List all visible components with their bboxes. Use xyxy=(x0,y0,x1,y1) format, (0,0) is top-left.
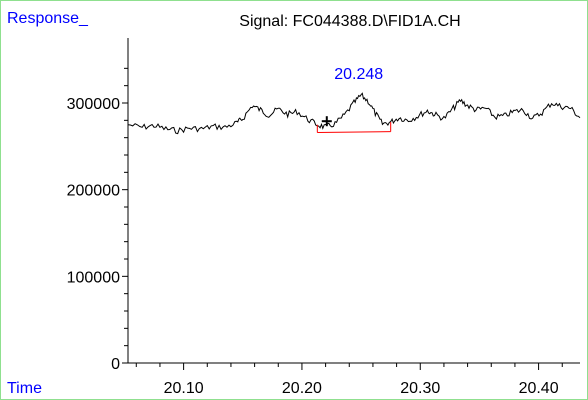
x-tick-label: 20.10 xyxy=(164,380,204,397)
x-axis-label: Time xyxy=(7,380,42,397)
x-tick-label: 20.20 xyxy=(282,380,322,397)
y-tick-label: 300000 xyxy=(67,96,120,113)
y-axis-label: Response_ xyxy=(7,10,89,27)
peak-baseline xyxy=(317,131,391,133)
y-tick-label: 100000 xyxy=(67,269,120,286)
chart-title: Signal: FC044388.D\FID1A.CH xyxy=(239,13,460,30)
signal-trace xyxy=(127,92,581,135)
y-tick-label: 200000 xyxy=(67,183,120,200)
y-tick-label: 0 xyxy=(111,356,120,373)
peak-label: 20.248 xyxy=(334,66,383,83)
x-tick-label: 20.40 xyxy=(519,380,559,397)
x-tick-label: 20.30 xyxy=(400,380,440,397)
